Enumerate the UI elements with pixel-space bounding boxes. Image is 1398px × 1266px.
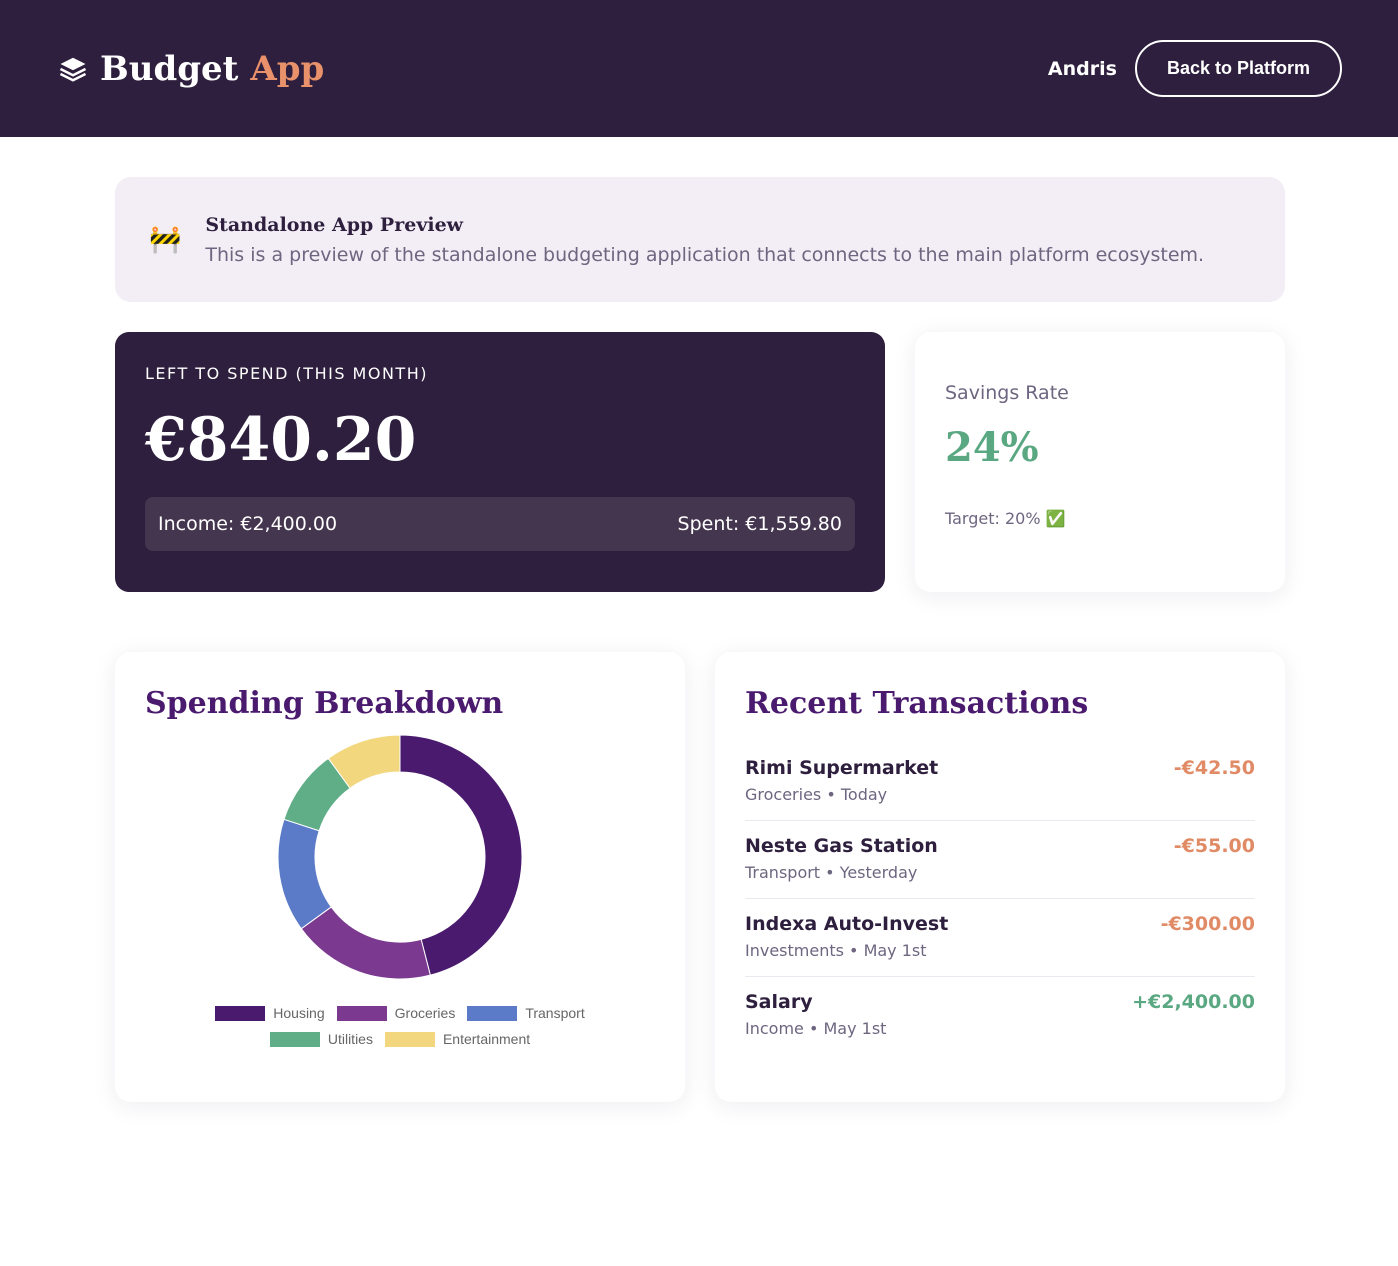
notice-text: This is a preview of the standalone budg… — [205, 243, 1205, 266]
transaction-info: Salary Income • May 1st — [745, 991, 886, 1038]
donut-segment — [300, 906, 431, 980]
logo-icon — [59, 57, 87, 82]
target-icon: ✅ — [1045, 509, 1066, 528]
savings-card: Savings Rate 24% Target: 20% ✅ — [915, 332, 1285, 592]
legend-item: Groceries — [336, 1005, 456, 1021]
transaction-name: Indexa Auto-Invest — [745, 913, 949, 935]
chart-card: Spending Breakdown Housing Groceries Trans… — [115, 652, 685, 1102]
notice-body: Standalone App Preview This is a preview… — [205, 214, 1204, 266]
transaction: Indexa Auto-Invest Investments • May 1st -… — [745, 899, 1255, 977]
transaction-meta: Transport • Yesterday — [745, 863, 918, 882]
transaction-meta: Groceries • Today — [745, 785, 888, 804]
legend-label: Utilities — [327, 1031, 373, 1047]
transaction-amount: +€2,400.00 — [1132, 991, 1255, 1013]
legend-item: Utilities — [269, 1031, 373, 1047]
legend-label: Groceries — [394, 1005, 456, 1021]
transaction-info: Rimi Supermarket Groceries • Today — [745, 757, 938, 804]
income: Income: €2,400.00 — [158, 513, 338, 535]
balance-card: LEFT TO SPEND (THIS MONTH) €840.20 Incom… — [115, 332, 885, 592]
legend-item: Housing — [215, 1005, 325, 1021]
target-text: Target: 20% — [945, 509, 1041, 528]
transaction-name: Salary — [745, 991, 813, 1013]
transaction-amount: -€55.00 — [1173, 835, 1255, 857]
notice-title: Standalone App Preview — [205, 213, 464, 236]
summary-row: LEFT TO SPEND (THIS MONTH) €840.20 Incom… — [115, 332, 1285, 592]
balance-amount: €840.20 — [145, 405, 417, 475]
legend-item: Transport — [467, 1005, 585, 1021]
content: 🚧 Standalone App Preview This is a previ… — [115, 177, 1285, 1102]
balance-bar: Income: €2,400.00 Spent: €1,559.80 — [145, 497, 855, 551]
transaction-amount: -€42.50 — [1173, 757, 1255, 779]
transaction-info: Indexa Auto-Invest Investments • May 1st — [745, 913, 948, 960]
transaction-amount: -€300.00 — [1160, 913, 1255, 935]
legend-label: Transport — [525, 1005, 585, 1021]
donut-segment — [327, 734, 401, 789]
legend-swatch — [336, 1005, 387, 1021]
legend-swatch — [467, 1005, 518, 1021]
chart — [277, 734, 523, 980]
donut-segment — [277, 818, 332, 930]
logo-word: App — [250, 48, 325, 89]
user-name[interactable]: Andris — [1047, 57, 1117, 80]
balance-label: LEFT TO SPEND (THIS MONTH) — [145, 364, 428, 383]
legend: Housing Groceries Transport Utilities Entert… — [200, 1005, 600, 1047]
transaction-name: Rimi Supermarket — [745, 757, 939, 779]
legend-swatch — [215, 1005, 266, 1021]
legend-swatch — [384, 1031, 435, 1047]
transaction: Neste Gas Station Transport • Yesterday -€… — [745, 821, 1255, 899]
top-bar: Budget App Andris Back to Platform — [0, 0, 1398, 137]
savings-value: 24% — [945, 424, 1039, 471]
transaction-info: Neste Gas Station Transport • Yesterday — [745, 835, 938, 882]
transaction-name: Neste Gas Station — [745, 835, 938, 857]
savings-label: Savings Rate — [945, 382, 1069, 404]
transaction-list: Rimi Supermarket Groceries • Today -€42.50… — [745, 743, 1255, 1054]
transactions-title: Recent Transactions — [745, 686, 1089, 721]
legend-label: Entertainment — [442, 1031, 531, 1047]
transactions-card: Recent Transactions Rimi Supermarket Groc… — [715, 652, 1285, 1102]
legend-swatch — [269, 1031, 320, 1047]
notice-icon: 🚧 — [149, 224, 182, 255]
back-button[interactable]: Back to Platform — [1134, 40, 1342, 97]
notice: 🚧 Standalone App Preview This is a previ… — [115, 177, 1285, 302]
savings-target: Target: 20% ✅ — [945, 509, 1255, 528]
transaction-meta: Investments • May 1st — [745, 941, 927, 960]
donut-segment — [399, 734, 523, 976]
transaction: Salary Income • May 1st +€2,400.00 — [745, 977, 1255, 1054]
logo-word: Budget — [100, 48, 239, 89]
legend-label: Housing — [273, 1005, 325, 1021]
chart-title: Spending Breakdown — [145, 686, 504, 721]
logo[interactable]: Budget App — [58, 49, 324, 89]
detail-row: Spending Breakdown Housing Groceries Trans… — [115, 652, 1285, 1102]
transaction: Rimi Supermarket Groceries • Today -€42.50 — [745, 743, 1255, 821]
transaction-meta: Income • May 1st — [745, 1019, 887, 1038]
legend-item: Entertainment — [384, 1031, 531, 1047]
nav: Andris Back to Platform — [1048, 40, 1342, 97]
spent: Spent: €1,559.80 — [677, 513, 842, 535]
